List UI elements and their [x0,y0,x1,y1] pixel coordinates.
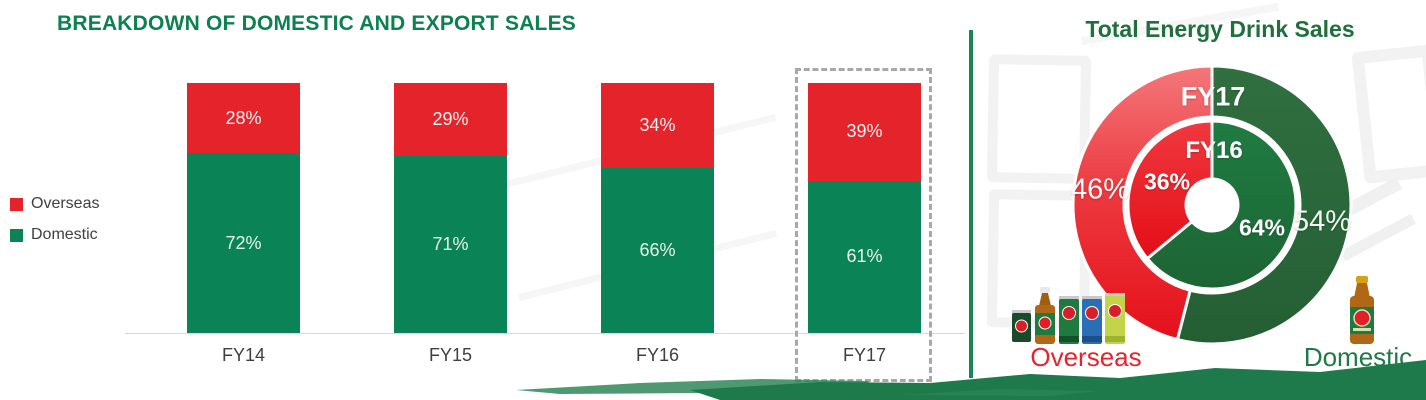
legend-label: Domestic [31,226,98,243]
bar-value-label: 34% [639,115,676,135]
domestic-product-image [1350,276,1374,344]
x-axis-line [125,333,965,334]
right-chart-title: Total Energy Drink Sales [1085,16,1355,42]
overseas-products-image [1012,287,1125,344]
inner-domestic-value: 64% [1238,214,1286,241]
legend-item-overseas: Overseas [10,195,99,213]
bar-value-label: 39% [846,121,883,142]
fy17-highlight-dashed-box [795,68,932,382]
x-tick-fy16: FY16 [635,345,680,365]
left-chart-title: BREAKDOWN OF DOMESTIC AND EXPORT SALES [57,12,577,35]
bar-segment-domestic: 66% [601,168,714,333]
outer-ring-label: FY17 [1180,81,1246,112]
x-tick-fy15: FY15 [428,345,473,365]
bar-segment-domestic: 72% [187,153,300,333]
ring-separator [1123,116,1301,294]
bar-value-label: 29% [432,108,469,129]
bar-segment-overseas: 34% [601,83,714,168]
watermark-shape [1351,44,1426,184]
bar-value-label: 61% [846,246,883,267]
vertical-divider [969,30,973,378]
bar-fy14: 28% 72% [187,83,300,333]
bar-fy16: 34% 66% [601,83,714,333]
x-tick-fy14: FY14 [221,345,266,365]
bar-value-label: 71% [432,233,469,254]
domestic-caption: Domestic [1303,342,1413,372]
bar-fy15: 29% 71% [394,83,507,333]
overseas-caption: Overseas [1030,342,1142,372]
legend-swatch-overseas [10,197,23,211]
bar-value-label: 72% [225,232,262,253]
bar-fy17: 39% 61% [808,83,921,333]
outer-overseas-value: 46% [1070,173,1130,206]
bar-segment-domestic: 61% [808,180,921,333]
outer-domestic-value: 54% [1292,205,1352,238]
legend-item-domestic: Domestic [10,226,99,244]
bar-segment-domestic: 71% [394,155,507,333]
bar-value-label: 28% [225,107,262,128]
bar-segment-overseas: 28% [187,83,300,153]
donut-hole [1186,179,1238,231]
legend-label: Overseas [31,195,100,212]
nested-donut-chart [1071,64,1353,346]
inner-ring-label: FY16 [1185,137,1243,164]
inner-overseas-value: 36% [1143,168,1191,195]
legend-swatch-domestic [10,228,23,242]
bar-segment-overseas: 39% [808,83,921,181]
legend: Overseas Domestic [10,195,99,257]
bar-segment-overseas: 29% [394,83,507,156]
bar-value-label: 66% [639,240,676,260]
